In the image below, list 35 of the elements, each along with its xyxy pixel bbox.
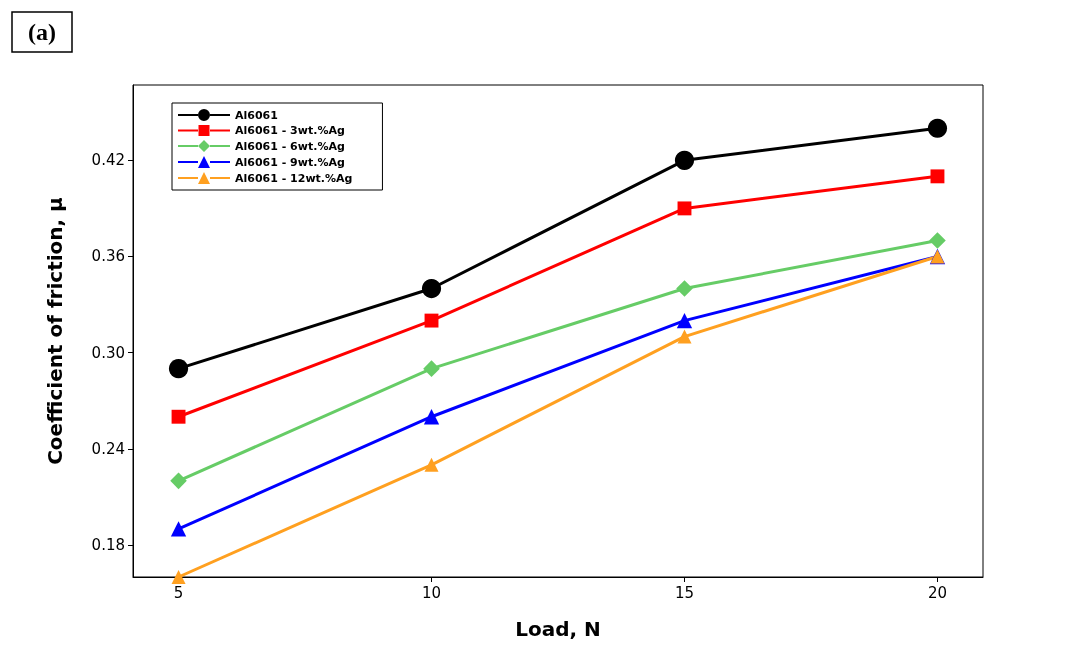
x-tick-label: 5	[173, 583, 184, 602]
point	[676, 280, 693, 297]
legend-label: Al6061	[235, 108, 278, 122]
point	[930, 169, 945, 184]
point	[168, 359, 189, 379]
x-tick-label: 15	[674, 583, 695, 602]
y-tick-label: 0.24	[91, 439, 125, 458]
point	[423, 409, 440, 425]
point	[170, 521, 187, 537]
point	[927, 118, 948, 138]
legend-label: Al6061 - 6wt.%Ag	[235, 139, 345, 153]
point	[929, 232, 946, 249]
point	[674, 150, 695, 170]
point	[677, 329, 692, 344]
y-tick-label: 0.42	[91, 151, 125, 170]
point	[677, 201, 692, 216]
point	[423, 360, 440, 377]
point	[170, 472, 187, 490]
point	[171, 570, 186, 584]
x-axis-title: Load, N	[515, 617, 601, 641]
y-tick-label: 0.18	[91, 535, 125, 554]
point	[424, 313, 439, 328]
y-tick-label: 0.30	[91, 343, 125, 362]
legend-label: Al6061 - 3wt.%Ag	[235, 124, 345, 137]
legend-label: Al6061 - 9wt.%Ag	[235, 155, 345, 169]
chart-title: (a)	[28, 19, 56, 45]
legend-label: Al6061 - 12wt.%Ag	[235, 171, 353, 185]
point	[424, 457, 439, 472]
x-tick-label: 20	[927, 583, 948, 602]
point	[676, 312, 693, 329]
point	[421, 278, 442, 299]
x-tick-label: 10	[421, 583, 442, 602]
y-tick-label: 0.36	[91, 247, 125, 266]
y-axis-title: Coefficient of friction, μ	[43, 196, 67, 465]
point	[171, 409, 186, 424]
